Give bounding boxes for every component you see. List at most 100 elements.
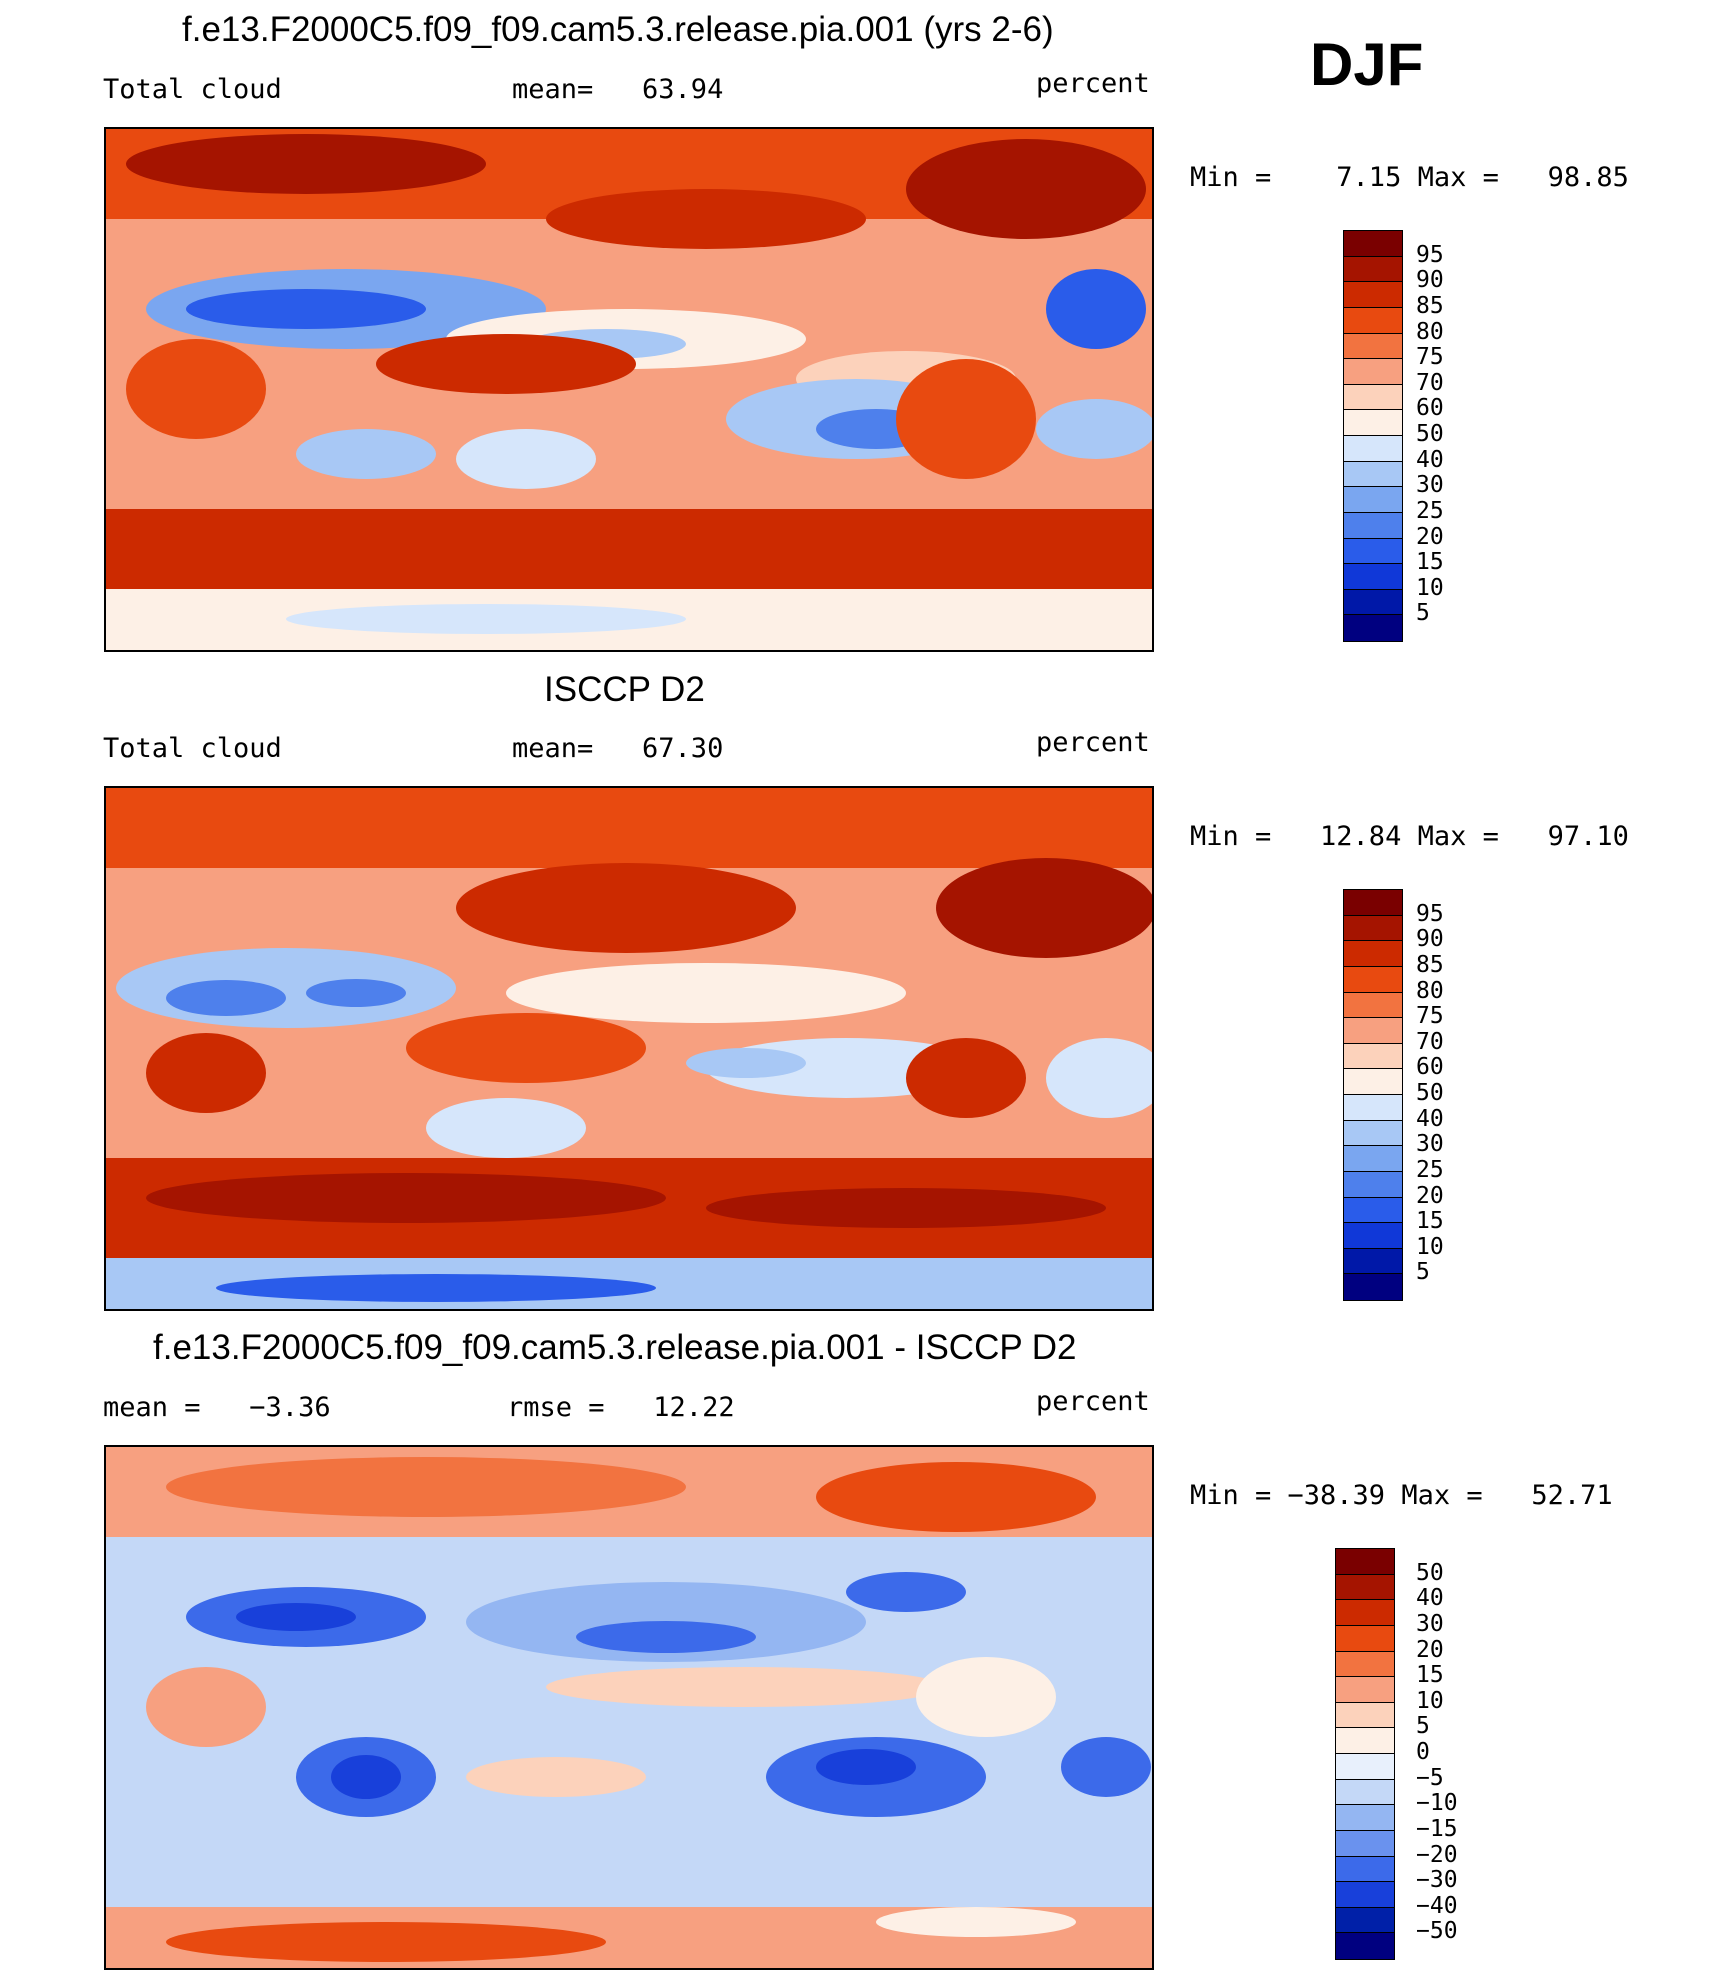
colorbar-swatch xyxy=(1344,890,1402,916)
panel-3-units: percent xyxy=(1036,1386,1150,1417)
colorbar-swatch xyxy=(1344,333,1402,360)
colorbar-tick-label: 50 xyxy=(1416,1559,1444,1586)
panel-1-map-field xyxy=(106,129,1152,650)
colorbar-swatch xyxy=(1344,359,1402,385)
colorbar-tick-label: 40 xyxy=(1416,1585,1444,1612)
colorbar-tick-label: 85 xyxy=(1416,292,1444,319)
colorbar-tick-label: 50 xyxy=(1416,1080,1444,1106)
colorbar-swatch xyxy=(1336,1702,1394,1729)
colorbar-swatch xyxy=(1344,1248,1402,1275)
colorbar-swatch xyxy=(1344,1018,1402,1044)
colorbar-swatch xyxy=(1336,1651,1394,1678)
colorbar-tick-label: 5 xyxy=(1416,600,1430,627)
colorbar-swatch xyxy=(1344,436,1402,462)
panel-3-title: f.e13.F2000C5.f09_f09.cam5.3.release.pia… xyxy=(153,1328,1077,1367)
colorbar-swatch xyxy=(1344,1171,1402,1198)
colorbar-swatch xyxy=(1344,1120,1402,1147)
colorbar-swatch xyxy=(1344,384,1402,411)
colorbar-swatch xyxy=(1344,307,1402,334)
colorbar-tick-label: 60 xyxy=(1416,1054,1444,1081)
panel-1-variable-label: Total cloud xyxy=(103,74,282,105)
colorbar-swatch xyxy=(1344,410,1402,436)
panel-3-colorbar xyxy=(1335,1548,1395,1960)
colorbar-tick-label: 15 xyxy=(1416,549,1444,576)
colorbar-tick-label: 20 xyxy=(1416,1182,1444,1209)
panel-3-map-field xyxy=(106,1447,1152,1968)
colorbar-tick-label: 20 xyxy=(1416,523,1444,550)
colorbar-tick-label: 30 xyxy=(1416,1131,1444,1158)
panel-2-minmax: Min = 12.84 Max = 97.10 xyxy=(1190,821,1629,852)
colorbar-tick-label: −20 xyxy=(1416,1841,1458,1868)
panel-1-map xyxy=(104,127,1154,652)
colorbar-tick-label: 75 xyxy=(1416,344,1444,371)
panel-1-mean: mean= 63.94 xyxy=(512,74,724,105)
colorbar-swatch xyxy=(1336,1882,1394,1908)
colorbar-swatch xyxy=(1344,1223,1402,1249)
colorbar-tick-label: 40 xyxy=(1416,446,1444,473)
colorbar-tick-label: 5 xyxy=(1416,1713,1430,1740)
colorbar-swatch xyxy=(1336,1677,1394,1703)
colorbar-tick-label: 10 xyxy=(1416,1687,1444,1714)
colorbar-tick-label: 75 xyxy=(1416,1003,1444,1030)
colorbar-swatch xyxy=(1344,487,1402,513)
colorbar-tick-label: 10 xyxy=(1416,574,1444,601)
panel-1-title: f.e13.F2000C5.f09_f09.cam5.3.release.pia… xyxy=(182,10,1054,49)
panel-3-mean: mean = −3.36 xyxy=(103,1392,331,1423)
colorbar-swatch xyxy=(1344,966,1402,993)
colorbar-tick-label: 30 xyxy=(1416,1610,1444,1637)
colorbar-swatch xyxy=(1336,1933,1394,1959)
colorbar-swatch xyxy=(1336,1625,1394,1652)
colorbar-swatch xyxy=(1344,256,1402,283)
colorbar-tick-label: 80 xyxy=(1416,318,1444,345)
colorbar-tick-label: −50 xyxy=(1416,1918,1458,1945)
colorbar-swatch xyxy=(1336,1754,1394,1780)
colorbar-swatch xyxy=(1336,1549,1394,1575)
panel-2-map xyxy=(104,786,1154,1311)
colorbar-swatch xyxy=(1336,1600,1394,1626)
colorbar-tick-label: 15 xyxy=(1416,1208,1444,1235)
colorbar-swatch xyxy=(1344,1095,1402,1121)
colorbar-tick-label: 0 xyxy=(1416,1739,1430,1765)
panel-3-map xyxy=(104,1445,1154,1970)
colorbar-tick-label: 95 xyxy=(1416,241,1444,268)
colorbar-swatch xyxy=(1344,564,1402,590)
colorbar-swatch xyxy=(1336,1805,1394,1831)
colorbar-swatch xyxy=(1344,941,1402,967)
colorbar-swatch xyxy=(1336,1779,1394,1806)
panel-2-variable-label: Total cloud xyxy=(103,733,282,764)
panel-2-mean: mean= 67.30 xyxy=(512,733,724,764)
colorbar-tick-label: 60 xyxy=(1416,395,1444,422)
colorbar-tick-label: 70 xyxy=(1416,1028,1444,1055)
colorbar-tick-label: −30 xyxy=(1416,1867,1458,1894)
colorbar-tick-label: 95 xyxy=(1416,900,1444,927)
colorbar-swatch xyxy=(1344,589,1402,616)
colorbar-tick-label: 30 xyxy=(1416,472,1444,499)
colorbar-tick-label: 80 xyxy=(1416,977,1444,1004)
colorbar-tick-label: 50 xyxy=(1416,421,1444,447)
colorbar-tick-label: 20 xyxy=(1416,1636,1444,1663)
colorbar-swatch xyxy=(1344,915,1402,942)
colorbar-tick-label: 5 xyxy=(1416,1259,1430,1286)
colorbar-tick-label: −5 xyxy=(1416,1764,1444,1791)
colorbar-tick-label: 90 xyxy=(1416,267,1444,294)
colorbar-swatch xyxy=(1344,1146,1402,1172)
colorbar-tick-label: 15 xyxy=(1416,1662,1444,1689)
colorbar-tick-label: −40 xyxy=(1416,1892,1458,1919)
panel-3-rmse: rmse = 12.22 xyxy=(507,1392,735,1423)
colorbar-tick-label: 70 xyxy=(1416,369,1444,396)
colorbar-swatch xyxy=(1344,538,1402,565)
colorbar-swatch xyxy=(1336,1830,1394,1857)
colorbar-tick-label: 40 xyxy=(1416,1105,1444,1132)
panel-2-title: ISCCP D2 xyxy=(544,670,705,709)
colorbar-swatch xyxy=(1344,1197,1402,1224)
colorbar-swatch xyxy=(1344,461,1402,488)
panel-3-minmax: Min = −38.39 Max = 52.71 xyxy=(1190,1480,1613,1511)
colorbar-tick-label: 85 xyxy=(1416,951,1444,978)
panel-2-units: percent xyxy=(1036,727,1150,758)
colorbar-tick-label: −10 xyxy=(1416,1790,1458,1817)
colorbar-tick-label: 25 xyxy=(1416,1156,1444,1183)
panel-1-units: percent xyxy=(1036,68,1150,99)
colorbar-swatch xyxy=(1336,1574,1394,1601)
colorbar-tick-label: 25 xyxy=(1416,497,1444,524)
panel-2-colorbar xyxy=(1343,889,1403,1301)
